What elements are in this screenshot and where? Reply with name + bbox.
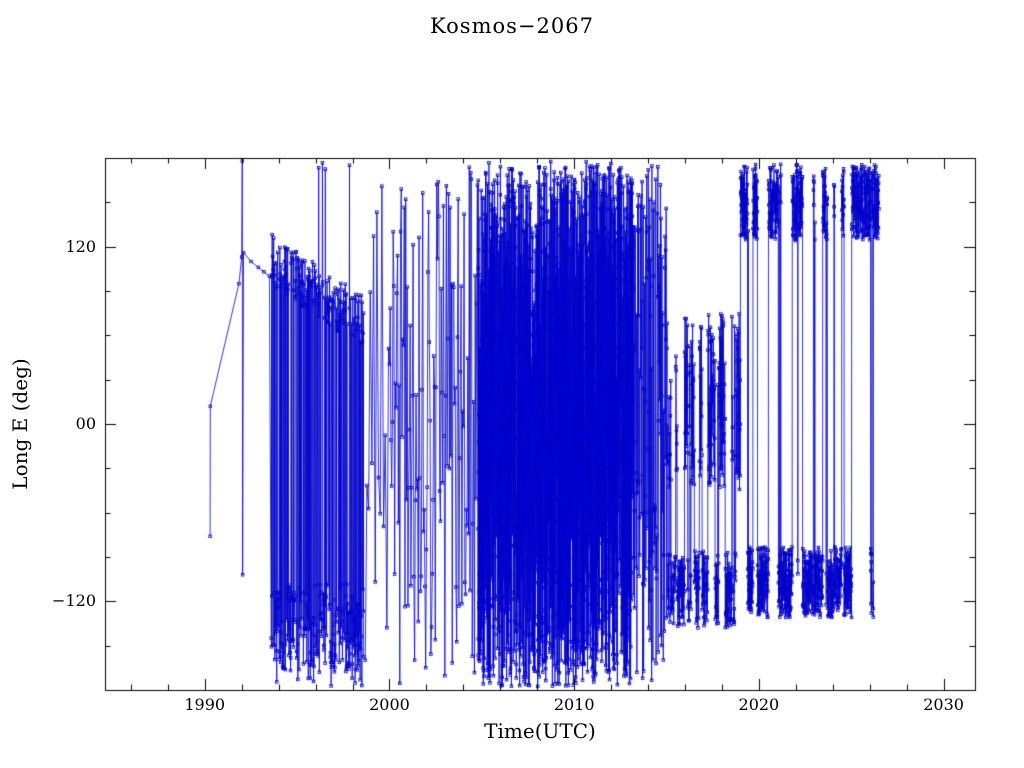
x-tick-label: 2020 — [738, 695, 780, 714]
x-axis-label: Time(UTC) — [484, 719, 596, 743]
y-tick-label: 00 — [75, 414, 96, 433]
x-tick-label: 2000 — [369, 695, 410, 714]
x-tick-label: 1990 — [184, 695, 226, 714]
y-tick-label: −120 — [52, 591, 96, 611]
x-tick-label: 2010 — [553, 695, 595, 714]
x-tick-label: 2030 — [923, 695, 964, 714]
y-tick-label: 120 — [65, 236, 96, 256]
